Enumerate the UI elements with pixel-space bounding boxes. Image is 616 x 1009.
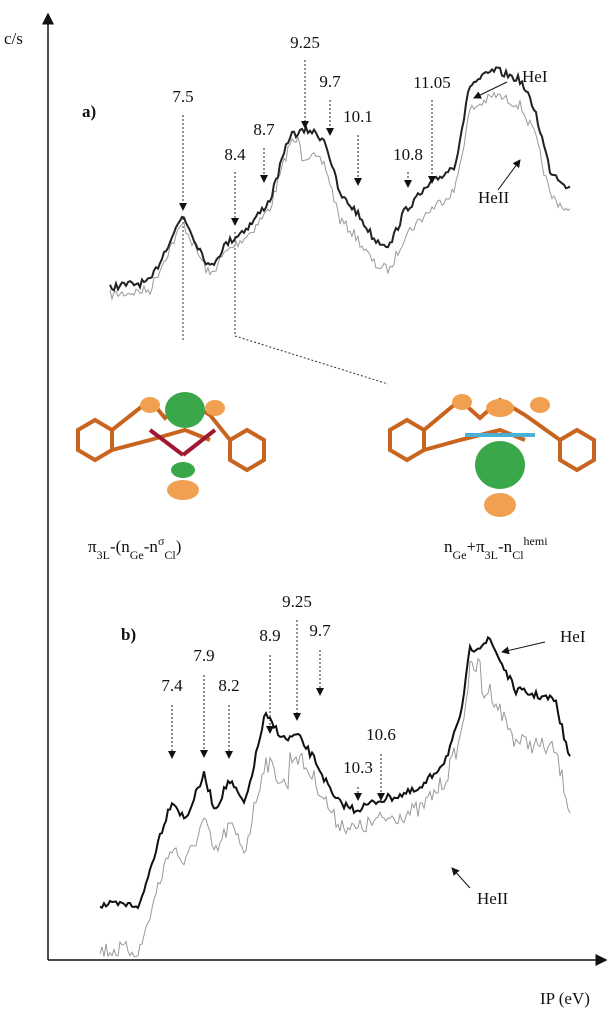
y-axis-label: c/s [4, 29, 23, 48]
orbital-label: π3L-(nGe-nσCl) [88, 534, 181, 562]
legend-arrow [452, 868, 470, 888]
connector [183, 218, 388, 384]
peak-label: 11.05 [413, 73, 451, 92]
peak-label: 9.7 [309, 621, 331, 640]
legend-label: HeI [560, 627, 586, 646]
peak-label: 7.5 [172, 87, 193, 106]
peak-label: 10.6 [366, 725, 396, 744]
panel-label: b) [121, 625, 136, 644]
legend-label: HeII [477, 889, 508, 908]
panel-label: a) [82, 102, 96, 121]
label-part: -n [498, 537, 513, 556]
orbital-lobes [140, 392, 550, 517]
label-part: Cl [512, 548, 524, 562]
peak-label: 10.1 [343, 107, 373, 126]
peak-label: 9.25 [290, 33, 320, 52]
label-part: +π [467, 537, 486, 556]
peak-label: 8.7 [253, 120, 275, 139]
peak-label: 9.7 [319, 72, 341, 91]
legend-arrow [474, 82, 507, 98]
peak-label: 8.2 [218, 676, 239, 695]
peak-label: 8.9 [259, 626, 280, 645]
legend-arrow [502, 642, 545, 652]
legend-label: HeII [478, 188, 509, 207]
peak-label: 10.3 [343, 758, 373, 777]
peak-label: 8.4 [224, 145, 246, 164]
peak-label: 9.25 [282, 592, 312, 611]
label-part: -n [144, 537, 159, 556]
legend-label: HeI [522, 67, 548, 86]
orbital-label: nGe+π3L-nClhemi [444, 534, 548, 562]
label-part: 3L [97, 548, 110, 562]
legend-arrow [498, 160, 520, 190]
label-part: -(n [110, 537, 130, 556]
label-part: ) [176, 537, 182, 556]
x-axis-label: IP (eV) [540, 989, 590, 1008]
label-part: Cl [164, 548, 176, 562]
peak-label: 10.8 [393, 145, 423, 164]
figure: c/s IP (eV) a) b) π3L-(nGe-nσCl) nGe+π3L… [0, 0, 616, 1009]
label-part: 3L [485, 548, 498, 562]
label-part: σ [158, 534, 165, 548]
label-part: Ge [453, 548, 467, 562]
label-part: hemi [524, 534, 549, 548]
peak-label: 7.4 [161, 676, 183, 695]
label-part: Ge [130, 548, 144, 562]
peak-label: 7.9 [193, 646, 214, 665]
